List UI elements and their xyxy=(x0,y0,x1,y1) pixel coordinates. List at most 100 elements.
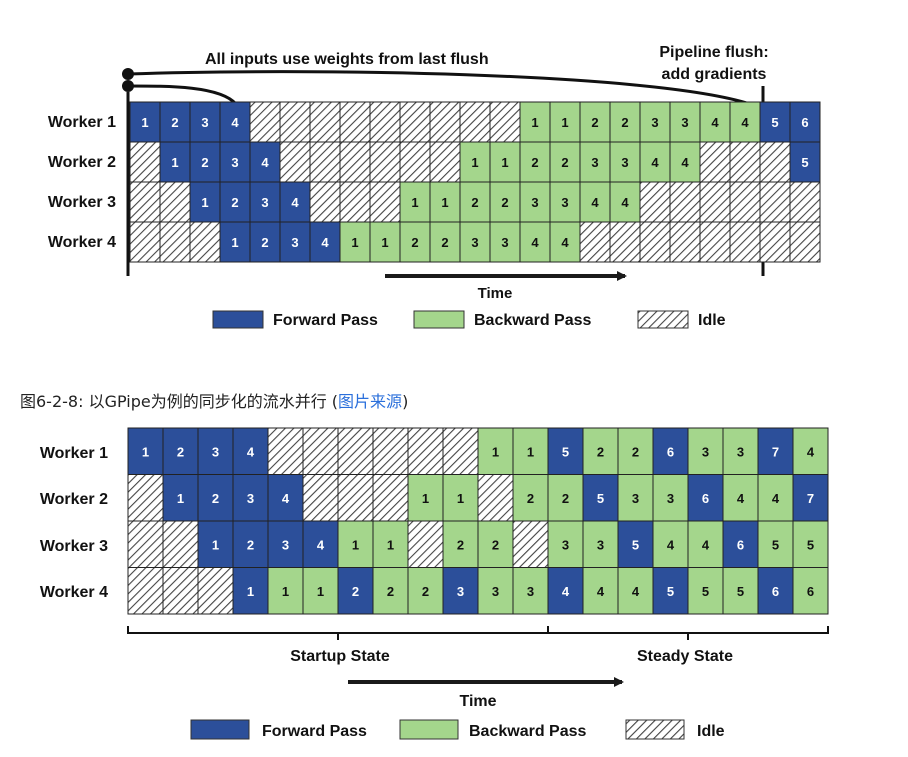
cell-label: 2 xyxy=(561,155,568,170)
idle-cell xyxy=(189,221,221,263)
backward-cell xyxy=(489,181,521,223)
cell-label: 1 xyxy=(352,537,359,552)
idle-cell xyxy=(337,427,374,475)
diagram-1: All inputs use weights from last flush P… xyxy=(48,44,821,329)
forward-cell xyxy=(757,427,794,475)
cell-label: 1 xyxy=(142,444,149,459)
idle-cell xyxy=(759,221,791,263)
cell-label: 2 xyxy=(457,537,464,552)
legend-forward-label-1: Forward Pass xyxy=(273,312,378,329)
idle-cell xyxy=(759,141,791,183)
caption-source-link[interactable]: 图片来源 xyxy=(338,392,403,411)
cell-label: 2 xyxy=(247,537,254,552)
cell-label: 2 xyxy=(411,235,418,250)
cell-label: 3 xyxy=(471,235,478,250)
cell-label: 2 xyxy=(261,235,268,250)
cell-label: 4 xyxy=(291,195,299,210)
idle-cell xyxy=(399,141,431,183)
idle-cell xyxy=(127,474,164,522)
forward-cell xyxy=(442,567,479,615)
forward-cell xyxy=(197,427,234,475)
legend-idle-label-2: Idle xyxy=(697,723,725,740)
cell-label: 1 xyxy=(177,491,184,506)
idle-cell xyxy=(459,101,491,143)
cell-label: 2 xyxy=(387,584,394,599)
cell-label: 3 xyxy=(247,491,254,506)
forward-cell xyxy=(789,141,821,183)
legend-idle-swatch-1 xyxy=(637,310,689,329)
cell-label: 3 xyxy=(261,195,268,210)
worker-4-label: Worker 4 xyxy=(40,584,108,601)
idle-cell xyxy=(639,181,671,223)
cell-label: 1 xyxy=(201,195,208,210)
weights-curve-short xyxy=(127,84,238,106)
cell-label: 3 xyxy=(531,195,538,210)
forward-cell xyxy=(232,427,269,475)
forward-cell xyxy=(652,567,689,615)
forward-cell xyxy=(547,427,584,475)
idle-cell xyxy=(337,474,374,522)
cell-label: 1 xyxy=(411,195,418,210)
cell-label: 3 xyxy=(201,115,208,130)
cell-label: 2 xyxy=(492,537,499,552)
legend-2: Forward Pass Backward Pass Idle xyxy=(190,719,725,740)
backward-cell xyxy=(582,567,619,615)
cell-label: 4 xyxy=(247,444,255,459)
cell-label: 4 xyxy=(667,537,675,552)
cell-label: 3 xyxy=(501,235,508,250)
worker-2-label: Worker 2 xyxy=(40,491,108,508)
cell-label: 1 xyxy=(387,537,394,552)
idle-cell xyxy=(127,567,164,615)
cell-label: 3 xyxy=(212,444,219,459)
weights-curve-long xyxy=(127,70,751,106)
cell-label: 1 xyxy=(351,235,358,250)
idle-cell xyxy=(407,427,444,475)
cell-label: 4 xyxy=(531,235,539,250)
flush-annotation-line2: add gradients xyxy=(662,66,767,83)
forward-cell xyxy=(219,141,251,183)
worker-2-label: Worker 2 xyxy=(48,154,116,171)
idle-cell xyxy=(162,567,199,615)
backward-cell xyxy=(722,567,759,615)
cell-label: 2 xyxy=(591,115,598,130)
backward-cell xyxy=(519,181,551,223)
cell-label: 2 xyxy=(171,115,178,130)
cell-label: 5 xyxy=(667,584,674,599)
cell-label: 3 xyxy=(561,195,568,210)
cell-label: 2 xyxy=(501,195,508,210)
time-label-1: Time xyxy=(478,285,513,302)
forward-cell xyxy=(757,567,794,615)
cell-label: 4 xyxy=(702,537,710,552)
idle-cell xyxy=(267,427,304,475)
worker-1-label: Worker 1 xyxy=(40,445,108,462)
cell-label: 6 xyxy=(807,584,814,599)
forward-cell xyxy=(219,221,251,263)
forward-cell xyxy=(249,221,281,263)
cell-label: 2 xyxy=(177,444,184,459)
cell-label: 3 xyxy=(282,537,289,552)
idle-cell xyxy=(302,427,339,475)
legend-forward-swatch-1 xyxy=(212,310,264,329)
cell-label: 3 xyxy=(457,584,464,599)
idle-cell xyxy=(429,141,461,183)
backward-cell xyxy=(617,427,654,475)
cell-label: 3 xyxy=(702,444,709,459)
backward-cell xyxy=(477,567,514,615)
cell-label: 3 xyxy=(231,155,238,170)
backward-cell xyxy=(459,221,491,263)
cell-label: 1 xyxy=(492,444,499,459)
idle-cell xyxy=(309,101,341,143)
forward-cell xyxy=(279,181,311,223)
cell-label: 1 xyxy=(141,115,148,130)
idle-cell xyxy=(369,181,401,223)
cell-label: 4 xyxy=(772,491,780,506)
legend-forward-label-2: Forward Pass xyxy=(262,723,367,740)
idle-cell xyxy=(159,181,191,223)
cell-label: 1 xyxy=(171,155,178,170)
backward-cell xyxy=(547,474,584,522)
cell-label: 4 xyxy=(597,584,605,599)
cell-label: 5 xyxy=(562,444,569,459)
backward-cell xyxy=(429,181,461,223)
cell-label: 1 xyxy=(247,584,254,599)
backward-cell xyxy=(302,567,339,615)
